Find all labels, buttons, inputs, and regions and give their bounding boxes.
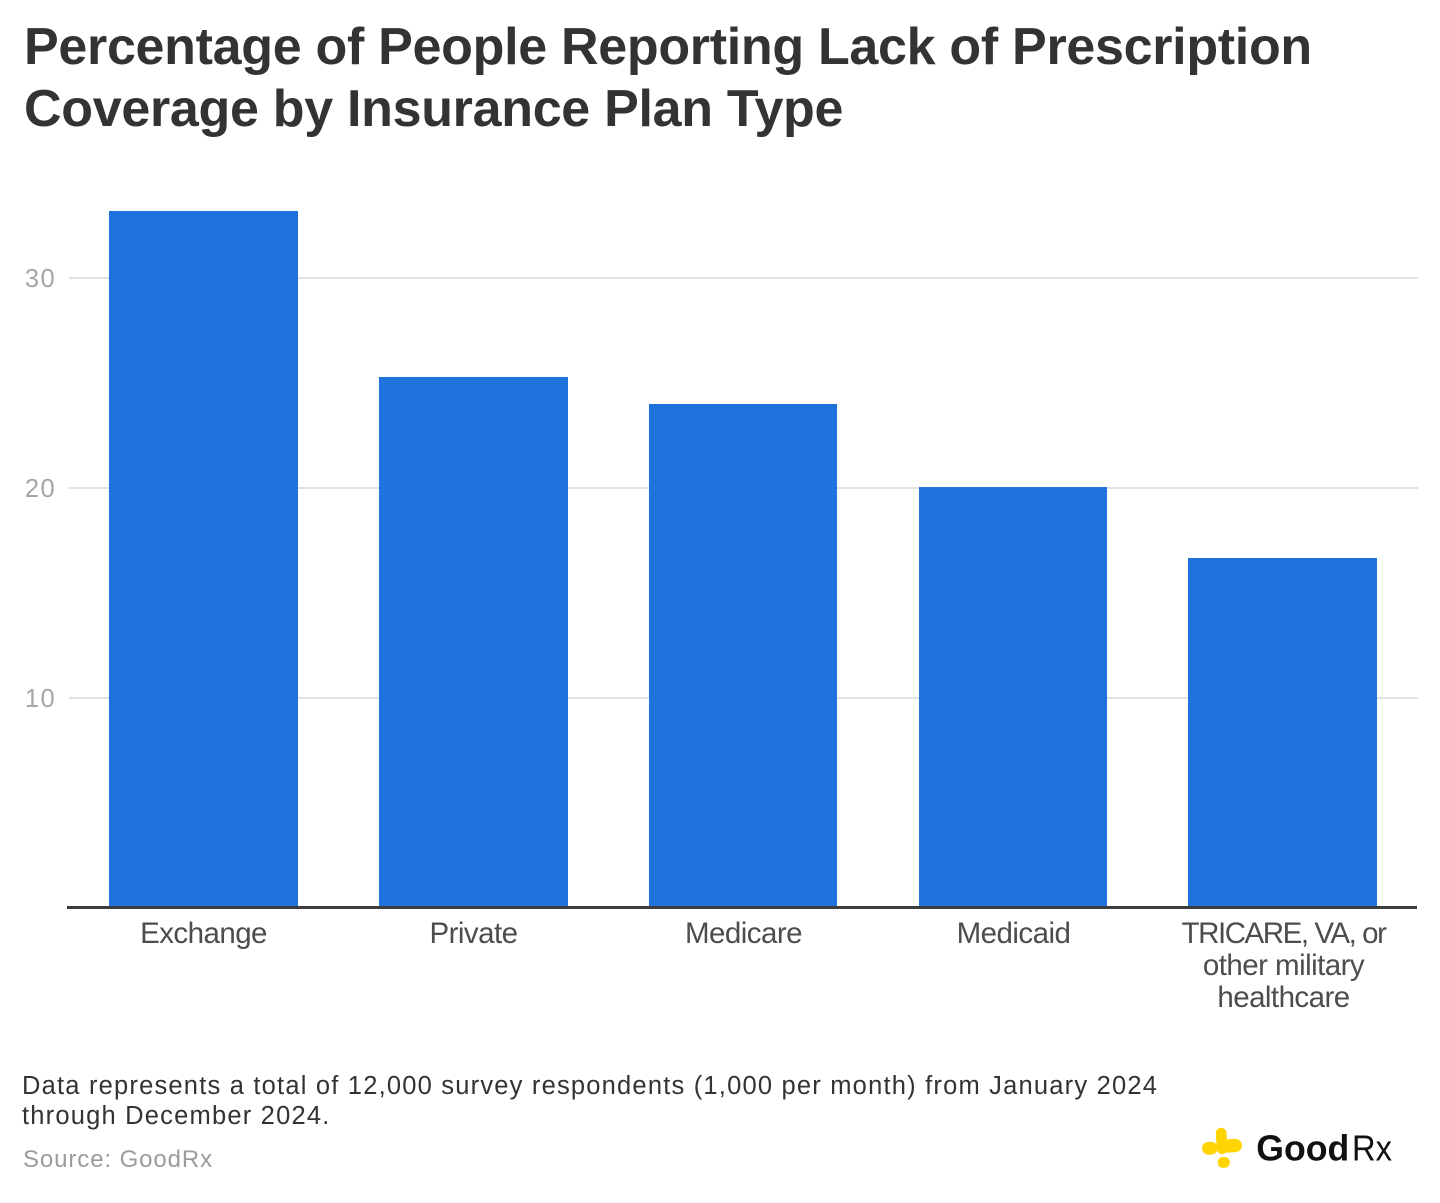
svg-text:Good: Good <box>1256 1127 1349 1168</box>
svg-text:Rx: Rx <box>1352 1127 1392 1168</box>
